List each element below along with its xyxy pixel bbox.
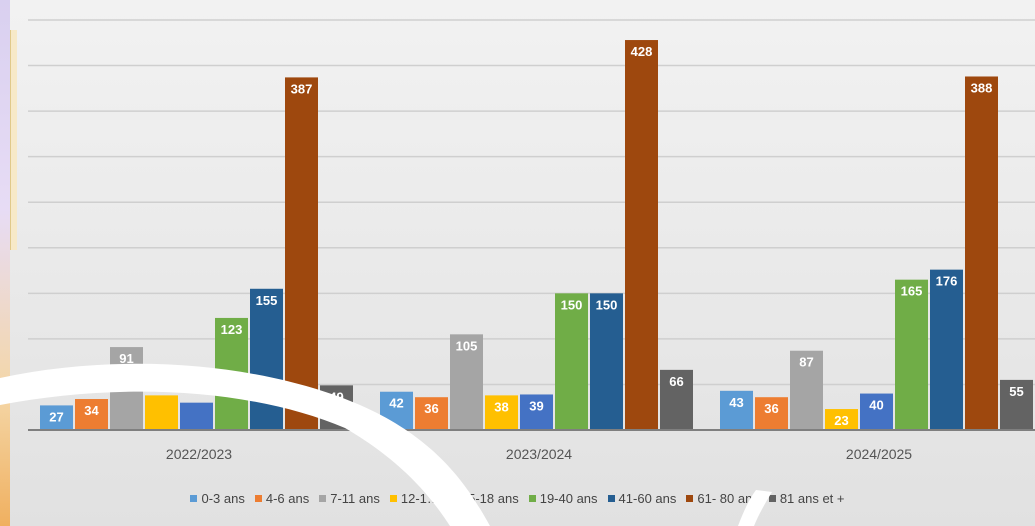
bar-61-80-ans-3: [965, 76, 998, 430]
bar-61-80-ans-1: [285, 77, 318, 431]
bar-41-60-ans-2: [590, 293, 623, 430]
legend-label: 12-1…: [400, 490, 440, 506]
bar-0-3-ans-3: [720, 390, 753, 430]
legend-swatch: [254, 494, 262, 502]
data-labels: 27 34 91 123 155 387 49 42 36 105 38 39 150 150 428 66 4…: [49, 44, 1023, 428]
legend-label: 41-60 ans: [618, 490, 677, 506]
legend-item: 12-1…: [389, 490, 440, 506]
legend-item: 15-18 ans: [449, 490, 519, 506]
legend-label: 81 ans et +: [779, 490, 845, 506]
legend-item: 19-40 ans: [528, 490, 598, 506]
data-label: 27: [49, 409, 63, 424]
data-label: 176: [936, 274, 958, 289]
legend-label: 61- 80 ans: [697, 490, 759, 506]
data-label: 155: [256, 293, 278, 308]
gridlines: [28, 19, 1035, 386]
bar-12-14-ans-3: [825, 409, 858, 430]
bar-19-40-ans-3: [895, 279, 928, 430]
legend-swatch: [768, 494, 776, 502]
bar-61-80-ans-2: [625, 40, 658, 431]
x-tick-label: 2022/2023: [166, 446, 232, 462]
bar-41-60-ans-1: [250, 288, 283, 430]
legend-item: 61- 80 ans: [686, 490, 759, 506]
legend-item: 81 ans et +: [768, 490, 845, 506]
data-label: 387: [291, 81, 313, 96]
bar-41-60-ans-3: [930, 269, 963, 430]
bar-chart: 27 34 91 123 155 387 49 42 36 105 38 39 150 150 428 66 4…: [28, 19, 1035, 462]
x-tick-label: 2023/2024: [506, 446, 572, 462]
data-label: 91: [119, 351, 133, 366]
x-tick-label: 2024/2025: [846, 446, 912, 462]
legend-label: 7-11 ans: [330, 490, 380, 506]
data-label: 165: [901, 284, 923, 299]
data-label: 55: [1009, 384, 1023, 399]
data-label: 105: [456, 338, 478, 353]
bar-4-6-ans-3: [755, 397, 788, 430]
slide-edge-panel: [10, 30, 17, 250]
legend-label: 15-18 ans: [460, 490, 519, 506]
bar-15-18-ans-3: [860, 393, 893, 430]
data-label: 66: [669, 374, 683, 389]
data-label: 428: [631, 44, 653, 59]
data-label: 23: [834, 413, 848, 428]
data-label: 87: [799, 355, 813, 370]
data-label: 150: [596, 297, 618, 312]
bar-7-11-ans-3: [790, 350, 823, 430]
bar-15-18-ans-1: [180, 402, 213, 430]
data-label: 150: [561, 297, 583, 312]
data-label: 36: [424, 401, 438, 416]
data-label: 43: [729, 395, 743, 410]
legend-label: 19-40 ans: [539, 490, 598, 506]
data-label: 123: [221, 322, 243, 337]
x-tick-labels: 2022/2023 2023/2024 2024/2025: [166, 446, 912, 462]
data-label: 34: [84, 403, 99, 418]
legend: 0-3 ans 4-6 ans 7-11 ans 12-1… 15-18 ans 19-4…: [0, 487, 1035, 509]
legend-item: 7-11 ans: [319, 491, 380, 506]
data-label: 388: [971, 80, 993, 95]
legend-swatch: [190, 494, 198, 502]
legend-swatch: [607, 494, 615, 502]
legend-swatch: [319, 494, 327, 502]
legend-item: 4-6 ans: [254, 490, 310, 506]
legend-swatch: [686, 494, 694, 502]
legend-swatch: [449, 494, 457, 502]
data-label: 36: [764, 401, 778, 416]
bars: [40, 40, 1033, 431]
data-label: 40: [869, 398, 883, 413]
legend-swatch: [389, 494, 397, 502]
bar-81-ans-et--2: [660, 369, 693, 430]
data-label: 49: [329, 389, 343, 404]
bar-12-14-ans-2: [485, 395, 518, 430]
bar-12-14-ans-1: [145, 395, 178, 430]
slide-edge-strip: [0, 0, 10, 526]
bar-81-ans-et--3: [1000, 379, 1033, 430]
bar-15-18-ans-2: [520, 394, 553, 430]
legend-swatch: [528, 494, 536, 502]
data-label: 39: [529, 398, 543, 413]
legend-label: 4-6 ans: [265, 490, 310, 506]
legend-label: 0-3 ans: [201, 490, 245, 506]
legend-item: 41-60 ans: [607, 490, 677, 506]
bar-19-40-ans-2: [555, 293, 588, 430]
data-label: 38: [494, 399, 508, 414]
legend-item: 0-3 ans: [190, 490, 245, 506]
data-label: 42: [389, 396, 403, 411]
